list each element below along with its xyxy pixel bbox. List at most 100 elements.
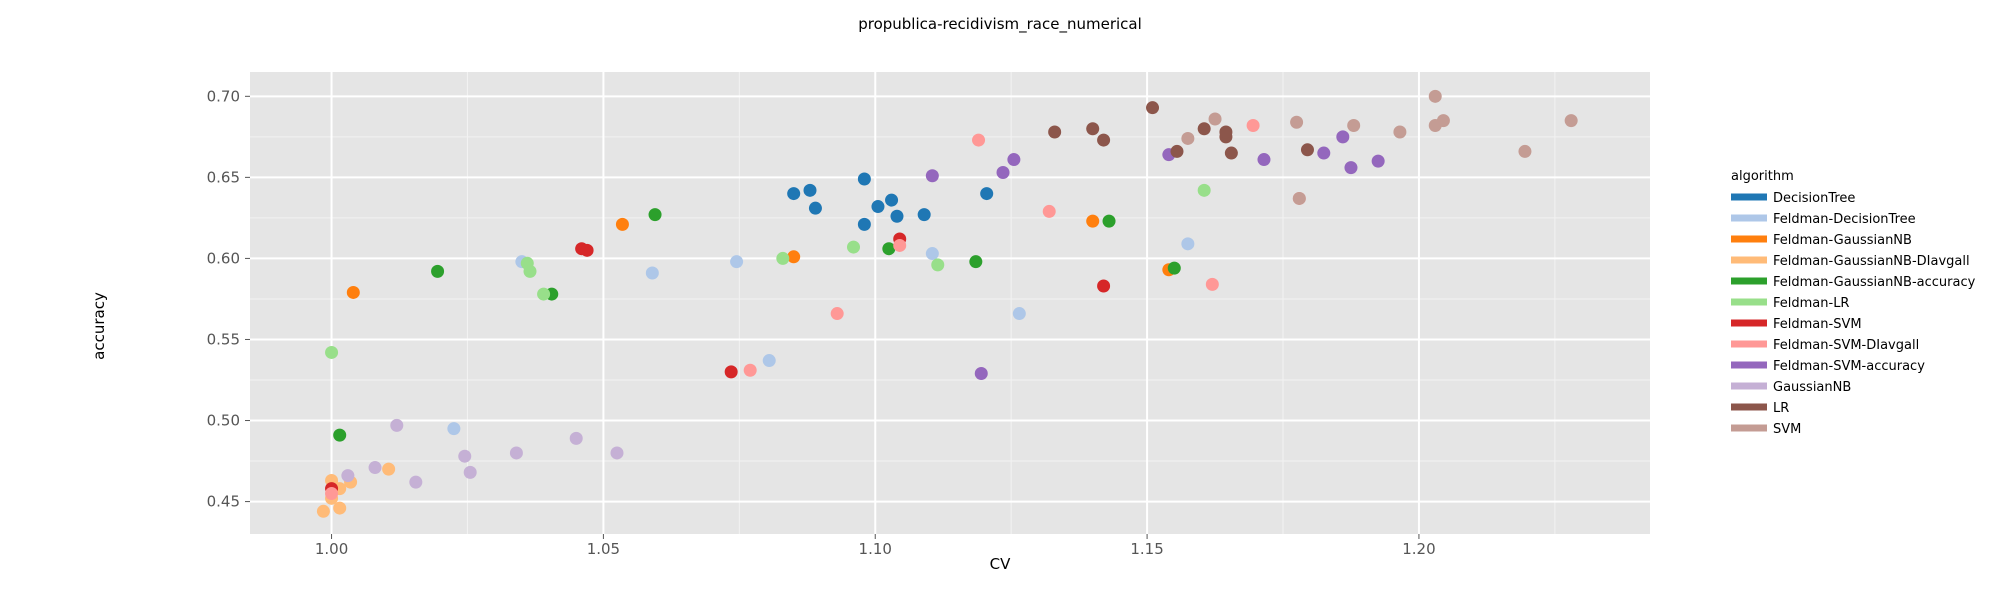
- legend-label: Feldman-GaussianNB-accuracy: [1773, 275, 1976, 290]
- legend-label: DecisionTree: [1773, 191, 1855, 206]
- legend-label: SVM: [1773, 422, 1801, 437]
- x-axis-ticks: 1.00 1.05 1.10 1.15 1.20: [315, 534, 1436, 558]
- y-tick-label: 0.55: [207, 330, 240, 348]
- data-point: [447, 422, 461, 436]
- data-point: [743, 363, 757, 377]
- legend-label: Feldman-GaussianNB: [1773, 233, 1912, 248]
- legend-label: Feldman-SVM-DIavgall: [1773, 338, 1919, 353]
- y-tick-label: 0.50: [207, 412, 240, 430]
- x-tick-label: 1.20: [1402, 540, 1435, 558]
- data-point: [803, 183, 817, 197]
- data-point: [890, 209, 904, 223]
- data-point: [776, 251, 790, 265]
- data-point: [1181, 237, 1195, 251]
- data-point: [1007, 153, 1021, 167]
- data-point: [1197, 183, 1211, 197]
- legend-label: Feldman-SVM: [1773, 317, 1862, 332]
- data-point: [368, 461, 382, 475]
- data-point: [1208, 112, 1222, 126]
- legend-label: Feldman-LR: [1773, 296, 1849, 311]
- data-point: [996, 166, 1010, 180]
- data-point: [615, 217, 629, 231]
- data-point: [893, 238, 907, 252]
- data-point: [648, 208, 662, 222]
- data-point: [1086, 122, 1100, 136]
- data-point: [1246, 118, 1260, 132]
- x-tick-label: 1.10: [859, 540, 892, 558]
- major-gridlines: [250, 72, 1650, 534]
- data-point: [974, 367, 988, 381]
- legend-label: Feldman-SVM-accuracy: [1773, 359, 1925, 374]
- data-point: [333, 428, 347, 442]
- data-point: [885, 193, 899, 207]
- data-point: [1048, 125, 1062, 139]
- y-tick-label: 0.60: [207, 249, 240, 267]
- legend: algorithm DecisionTree Feldman-DecisionTr…: [1731, 169, 1976, 437]
- data-point: [509, 446, 523, 460]
- legend-swatch: [1731, 361, 1767, 369]
- data-point: [730, 255, 744, 269]
- legend-title: algorithm: [1731, 169, 1794, 184]
- data-point: [1181, 131, 1195, 145]
- series-group: [1181, 89, 1578, 205]
- data-point: [1167, 261, 1181, 275]
- data-point: [969, 255, 983, 269]
- data-point: [857, 217, 871, 231]
- data-point: [787, 187, 801, 201]
- x-tick-label: 1.05: [587, 540, 620, 558]
- data-point: [1290, 115, 1304, 129]
- legend-swatch: [1731, 319, 1767, 327]
- data-point: [1097, 133, 1111, 147]
- data-point: [1371, 154, 1385, 168]
- data-point: [1197, 122, 1211, 136]
- data-point: [1102, 214, 1116, 228]
- chart-title: propublica-recidivism_race_numerical: [858, 15, 1142, 34]
- y-axis-ticks: 0.45 0.50 0.55 0.60 0.65 0.70: [207, 87, 250, 511]
- x-axis-label: CV: [990, 555, 1011, 573]
- data-point: [787, 250, 801, 264]
- data-point: [523, 264, 537, 278]
- data-point: [1086, 214, 1100, 228]
- data-point: [569, 431, 583, 445]
- legend-label: GaussianNB: [1773, 380, 1851, 395]
- series-group: [1048, 101, 1314, 160]
- data-point: [1292, 191, 1306, 205]
- data-point: [1436, 114, 1450, 128]
- legend-swatch: [1731, 382, 1767, 390]
- data-point: [917, 208, 931, 222]
- data-point: [1257, 153, 1271, 167]
- x-tick-label: 1.00: [315, 540, 348, 558]
- series-group: [925, 130, 1385, 381]
- data-point: [645, 266, 659, 280]
- legend-items: DecisionTree Feldman-DecisionTree Feldman-…: [1731, 191, 1976, 437]
- legend-label: Feldman-GaussianNB-DIavgall: [1773, 254, 1970, 269]
- data-point: [1219, 125, 1233, 139]
- data-point: [882, 242, 896, 256]
- data-point: [325, 345, 339, 359]
- data-point: [1564, 114, 1578, 128]
- data-point: [925, 247, 939, 261]
- data-point: [390, 418, 404, 432]
- data-point: [1042, 204, 1056, 218]
- data-point: [316, 504, 330, 518]
- data-point: [1170, 144, 1184, 158]
- y-tick-label: 0.65: [207, 168, 240, 186]
- series-group: [333, 208, 1181, 442]
- data-point: [537, 287, 551, 301]
- data-point: [857, 172, 871, 186]
- legend-swatch: [1731, 424, 1767, 432]
- series-group: [787, 172, 994, 231]
- data-point: [846, 240, 860, 254]
- data-point: [762, 354, 776, 368]
- legend-swatch: [1731, 235, 1767, 243]
- data-point: [431, 264, 445, 278]
- data-point: [409, 475, 423, 489]
- series-group: [325, 183, 1211, 359]
- data-points: [316, 89, 1578, 518]
- y-axis-label: accuracy: [90, 292, 108, 360]
- legend-swatch: [1731, 193, 1767, 201]
- minor-gridlines: [250, 72, 1650, 534]
- data-point: [1428, 89, 1442, 103]
- data-point: [1344, 161, 1358, 175]
